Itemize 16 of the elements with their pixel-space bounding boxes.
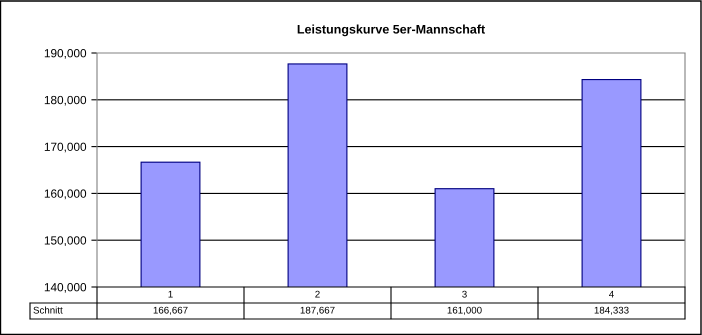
- data-label: 166,667: [154, 306, 188, 315]
- x-tick-label: 4: [609, 290, 614, 298]
- y-tick-label: 180,000: [44, 96, 86, 106]
- chart-title: Leistungskurve 5er-Mannschaft: [298, 24, 485, 36]
- x-tick-label: 2: [315, 290, 320, 298]
- y-tick-label: 170,000: [44, 142, 86, 152]
- data-label: 161,000: [448, 306, 482, 315]
- y-tick-label: 160,000: [44, 189, 86, 200]
- y-tick-label: 140,000: [44, 283, 86, 293]
- y-tick-label: 150,000: [44, 236, 86, 246]
- text: Schnitt: [33, 306, 63, 314]
- data-label: 184,333: [594, 306, 629, 315]
- x-tick-label: 1: [168, 290, 173, 298]
- x-tick-label: 3: [462, 290, 467, 298]
- data-label: 187,667: [300, 306, 335, 315]
- y-tick-label: 190,000: [44, 49, 86, 59]
